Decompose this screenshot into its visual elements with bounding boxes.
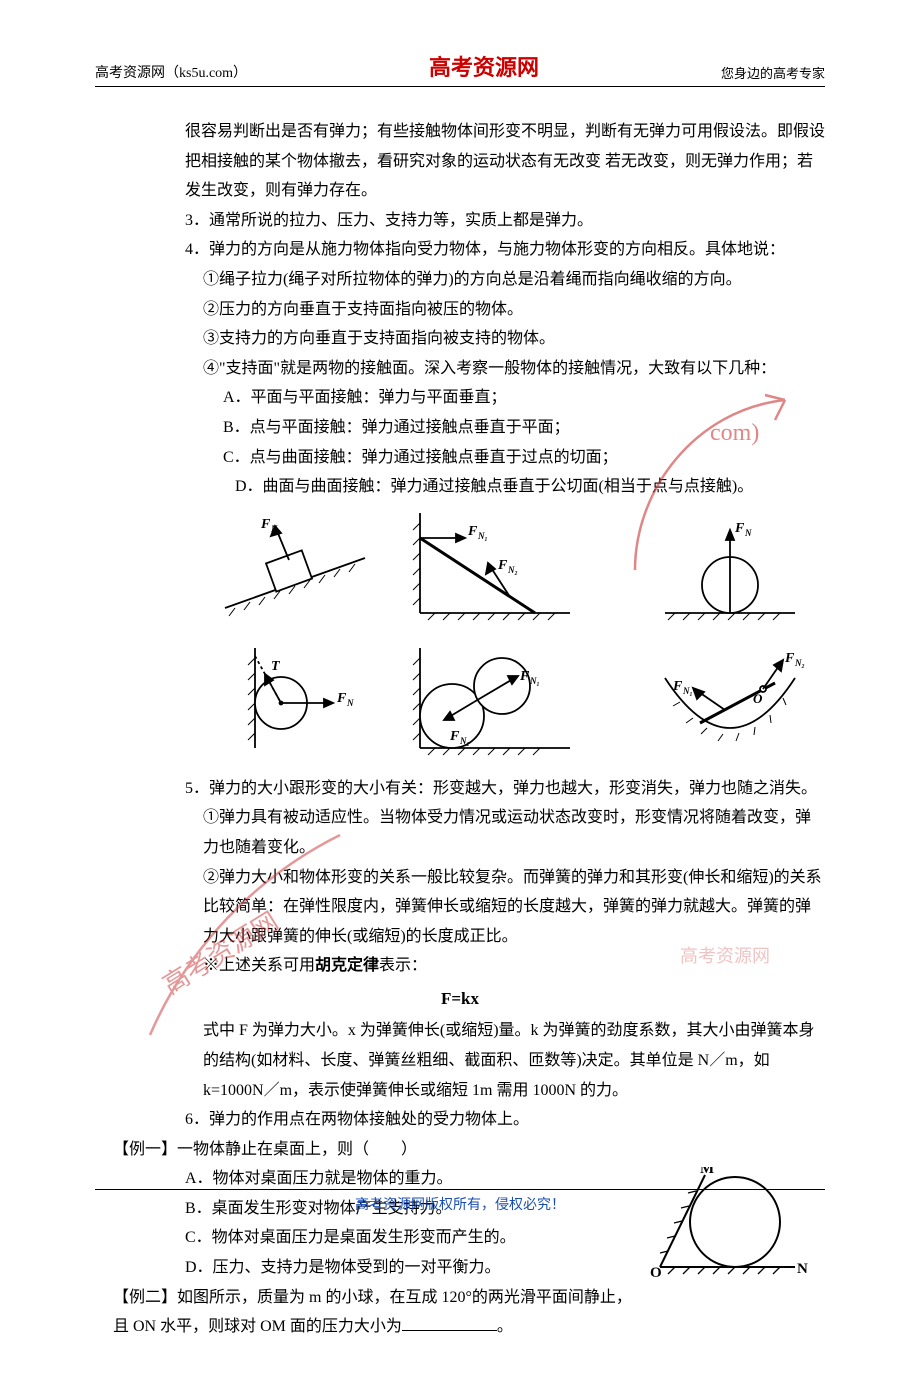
example-2-label: 【例二】 (113, 1289, 177, 1306)
svg-text:N₂: N₂ (507, 565, 518, 575)
item-3: 3．通常所说的拉力、压力、支持力等，实质上都是弹力。 (95, 206, 825, 236)
item-4-C: C．点与曲面接触：弹力通过接触点垂直于过点的切面； (95, 443, 825, 473)
page-header: 高考资源网（ks5u.com） 高考资源网 您身边的高考专家 (95, 50, 825, 87)
svg-text:N: N (744, 528, 752, 538)
header-right: 您身边的高考专家 (721, 63, 825, 82)
item-5-text: 弹力的大小跟形变的大小有关：形变越大，弹力也越大，形变消失，弹力也随之消失。 (209, 780, 817, 797)
item-6: 6．弹力的作用点在两物体接触处的受力物体上。 (95, 1105, 825, 1135)
item-5: 5．弹力的大小跟形变的大小有关：形变越大，弹力也越大，形变消失，弹力也随之消失。 (95, 774, 825, 804)
example-1-q: 一物体静止在桌面上，则（ ） (177, 1141, 417, 1158)
item-3-text: 通常所说的拉力、压力、支持力等，实质上都是弹力。 (209, 212, 593, 229)
blank-answer-line (402, 1315, 497, 1331)
svg-text:F: F (260, 517, 271, 532)
item-4-B: B．点与平面接触：弹力通过接触点垂直于平面； (95, 413, 825, 443)
item-5-star-prefix: ※上述关系可用 (203, 957, 315, 974)
item-4-3: ③支持力的方向垂直于支持面指向被支持的物体。 (95, 324, 825, 354)
example-1: 【例一】一物体静止在桌面上，则（ ） (95, 1135, 825, 1165)
svg-text:F: F (734, 521, 745, 536)
item-4-2: ②压力的方向垂直于支持面指向被压的物体。 (95, 295, 825, 325)
example-2: 【例二】如图所示，质量为 m 的小球，在互成 120°的两光滑平面间静止，且 O… (95, 1283, 825, 1342)
svg-text:F: F (784, 651, 795, 666)
intro-para: 很容易判断出是否有弹力；有些接触物体间形变不明显，判断有无弹力可用假设法。即假设… (95, 117, 825, 206)
item-5-2: ②弹力大小和物体形变的关系一般比较复杂。而弹簧的弹力和其形变(伸长和缩短)的关系… (95, 863, 825, 952)
svg-text:N₁: N₁ (682, 686, 693, 696)
example-2-diagram: M O N (630, 1167, 810, 1277)
svg-text:T: T (271, 659, 281, 674)
svg-text:N: N (346, 698, 354, 708)
svg-text:N₂: N₂ (794, 658, 805, 668)
item-5-1: ①弹力具有被动适应性。当物体受力情况或运动状态改变时，形变情况将随着改变，弹力也… (95, 803, 825, 862)
svg-text:N₁: N₁ (529, 676, 540, 686)
item-4: 4．弹力的方向是从施力物体指向受力物体，与施力物体形变的方向相反。具体地说： (95, 235, 825, 265)
svg-text:F: F (336, 691, 347, 706)
svg-text:N: N (797, 1261, 808, 1277)
svg-text:N₁: N₁ (477, 531, 488, 541)
diagrams-svg: F N (205, 508, 825, 768)
svg-text:F: F (497, 558, 508, 573)
physics-diagrams: F N (95, 508, 825, 768)
item-4-text: 弹力的方向是从施力物体指向受力物体，与施力物体形变的方向相反。具体地说： (209, 241, 785, 258)
item-4-1: ①绳子拉力(绳子对所拉物体的弹力)的方向总是沿着绳而指向绳收缩的方向。 (95, 265, 825, 295)
page-footer: 高考资源网版权所有，侵权必究！ (95, 1189, 825, 1214)
svg-text:F: F (467, 524, 478, 539)
svg-text:O: O (650, 1265, 662, 1277)
item-3-label: 3． (185, 212, 209, 229)
item-5-star-suffix: 表示： (379, 957, 427, 974)
item-4-D: D．曲面与曲面接触：弹力通过接触点垂直于公切面(相当于点与点接触)。 (95, 472, 825, 502)
svg-text:F: F (519, 669, 530, 684)
example-2-q-prefix: 如图所示，质量为 m 的小球，在互成 120°的两光滑平面间静止，且 ON 水平… (113, 1289, 632, 1336)
svg-text:M: M (700, 1167, 714, 1177)
formula-desc: 式中 F 为弹力大小。x 为弹簧伸长(或缩短)量。k 为弹簧的劲度系数，其大小由… (95, 1016, 825, 1105)
document-body: 很容易判断出是否有弹力；有些接触物体间形变不明显，判断有无弹力可用假设法。即假设… (95, 117, 825, 1342)
item-5-label: 5． (185, 780, 209, 797)
example-1-label: 【例一】 (113, 1141, 177, 1158)
svg-text:N₂: N₂ (459, 736, 470, 746)
svg-text:O: O (753, 691, 763, 706)
formula: F=kx (95, 983, 825, 1014)
item-4-label: 4． (185, 241, 209, 258)
example-2-q-suffix: 。 (497, 1318, 513, 1335)
item-5-star: ※上述关系可用胡克定律表示： (95, 951, 825, 981)
hooke-law-bold: 胡克定律 (315, 957, 379, 974)
item-6-text: 弹力的作用点在两物体接触处的受力物体上。 (209, 1111, 529, 1128)
svg-text:F: F (449, 729, 460, 744)
svg-text:F: F (672, 679, 683, 694)
header-left: 高考资源网（ks5u.com） (95, 62, 247, 82)
item-4-4: ④"支持面"就是两物的接触面。深入考察一般物体的接触情况，大致有以下几种： (95, 354, 825, 384)
svg-text:N: N (270, 524, 278, 534)
header-center: 高考资源网 (429, 50, 539, 82)
item-6-label: 6． (185, 1111, 209, 1128)
item-4-A: A．平面与平面接触：弹力与平面垂直； (95, 383, 825, 413)
